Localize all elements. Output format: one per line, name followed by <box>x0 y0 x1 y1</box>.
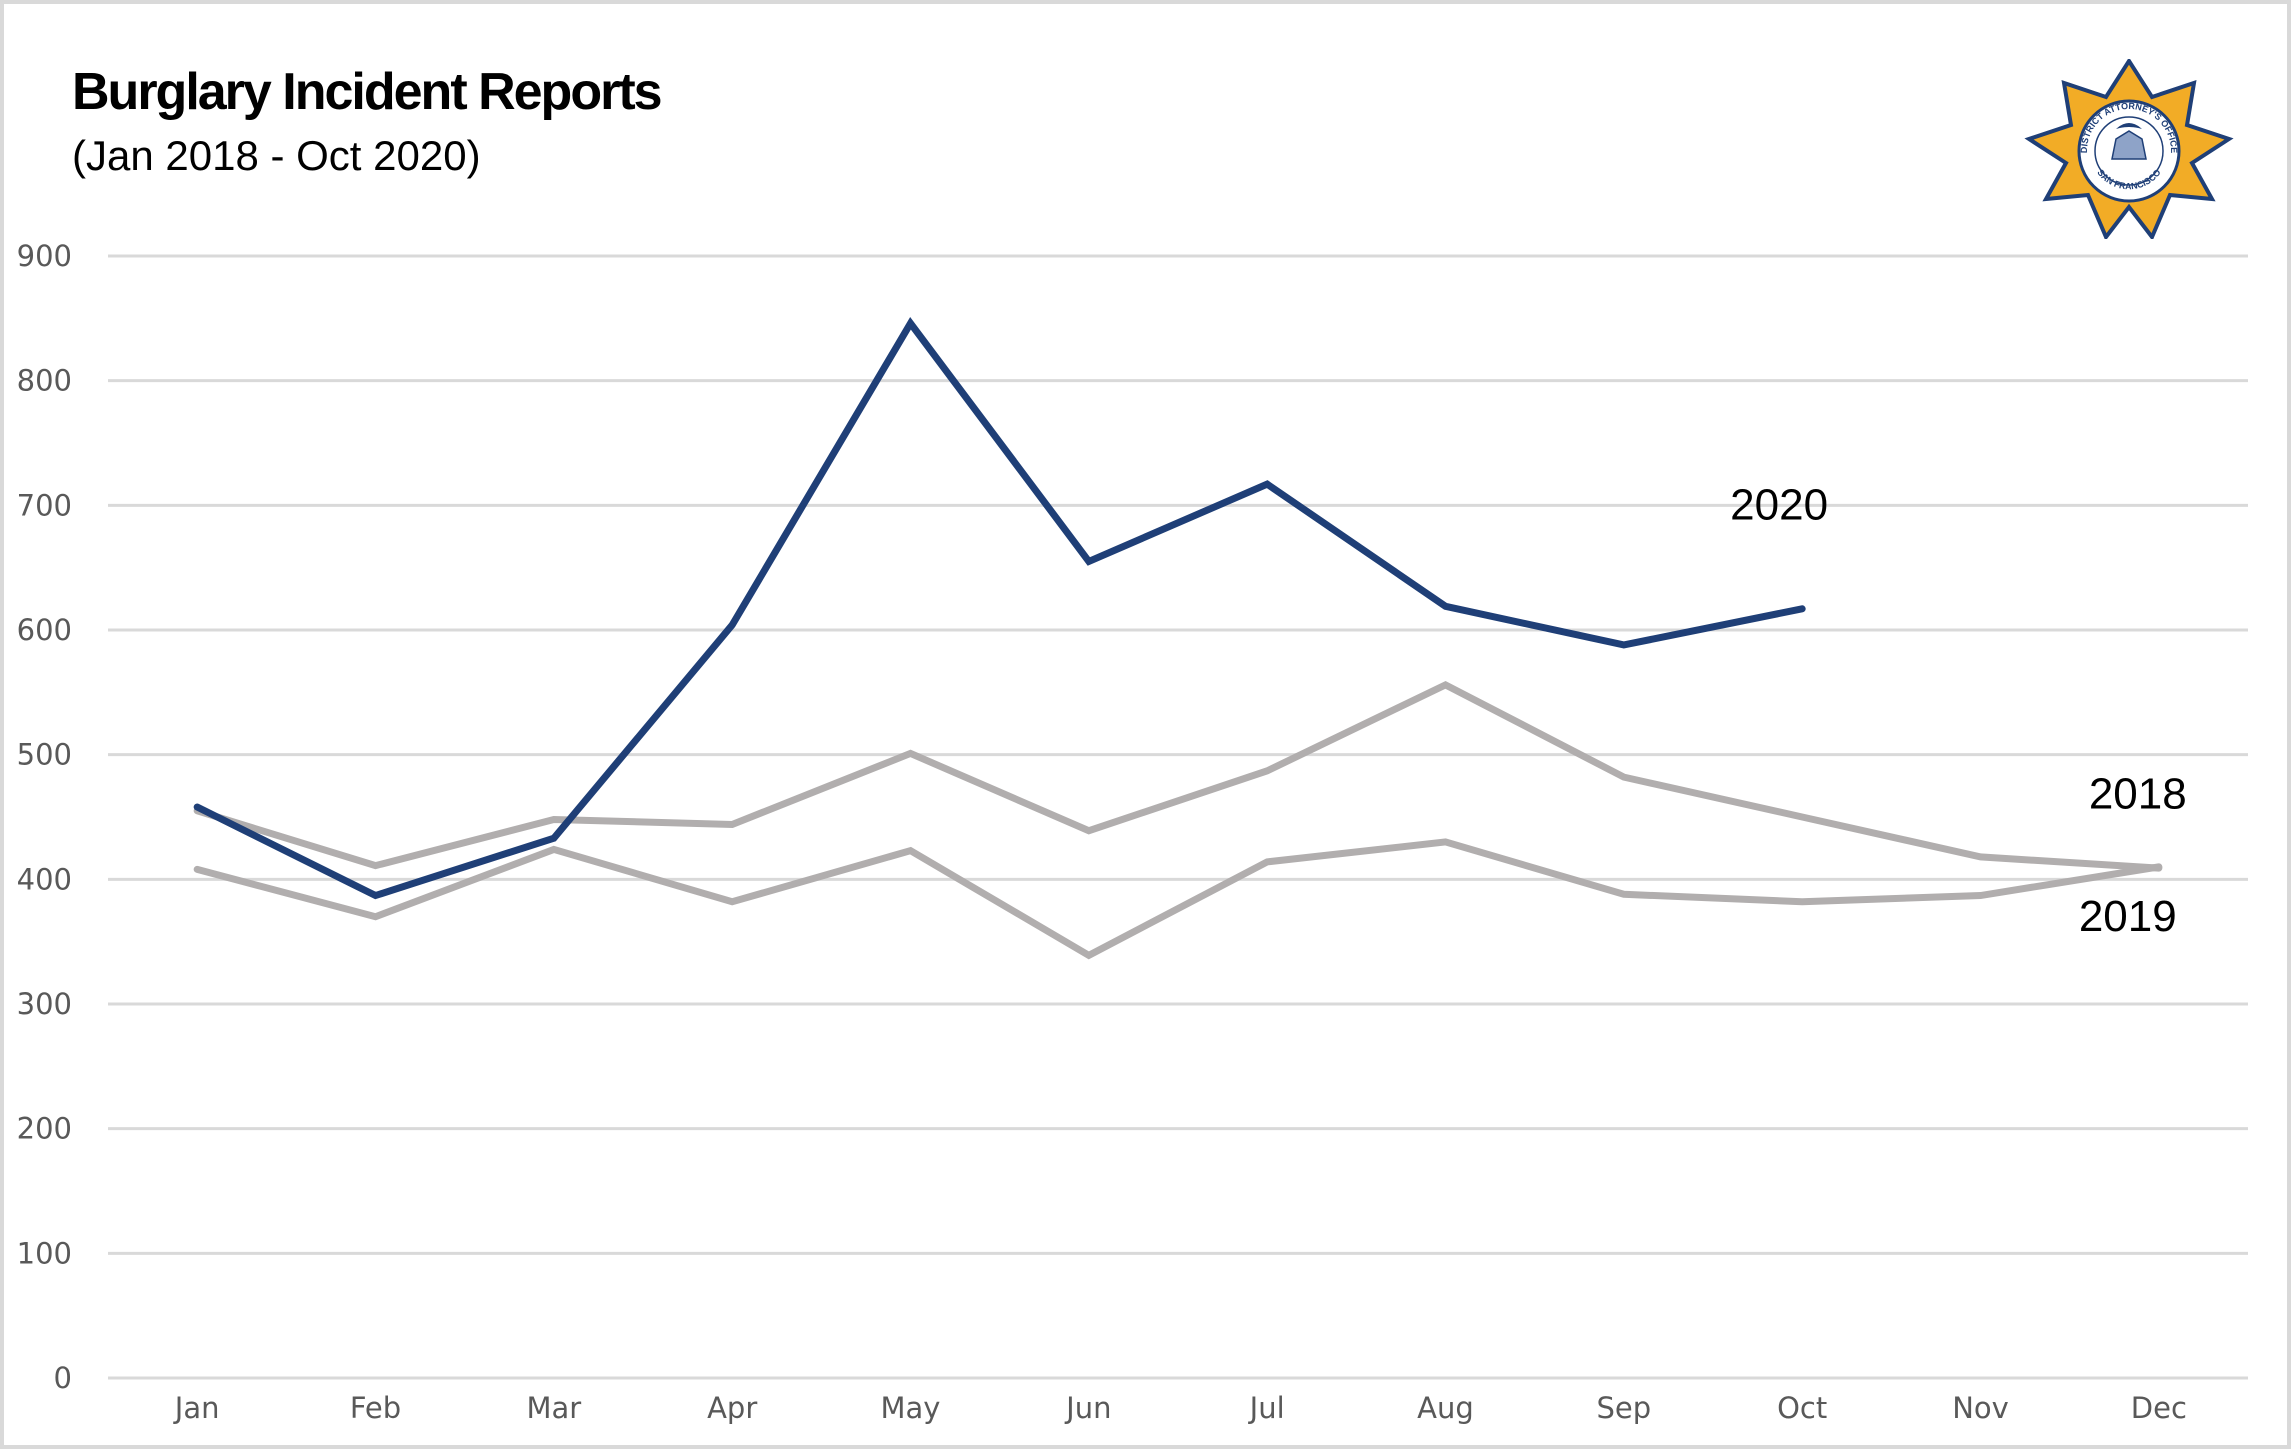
series-line-2020 <box>193 317 1806 900</box>
x-tick-label: Jun <box>1064 1391 1111 1425</box>
series-line-2019 <box>193 838 2163 960</box>
y-tick-label: 100 <box>17 1236 72 1270</box>
chart-subtitle: (Jan 2018 - Oct 2020) <box>72 132 481 179</box>
series-label-2018: 2018 <box>2089 770 2187 819</box>
seal-eagle-icon <box>2116 123 2142 129</box>
series-labels: 2018 2019 2020 <box>1730 480 2187 941</box>
x-tick-label: Jul <box>1248 1391 1285 1425</box>
series-line-2018 <box>193 680 2163 872</box>
y-tick-label: 600 <box>17 613 72 647</box>
gridlines <box>108 254 2248 1380</box>
y-tick-label: 900 <box>17 239 72 273</box>
y-tick-label: 500 <box>17 738 72 772</box>
y-tick-label: 200 <box>17 1112 72 1146</box>
y-axis-ticks: 0 100 200 300 400 500 600 700 800 900 <box>17 239 72 1395</box>
y-tick-label: 700 <box>17 488 72 522</box>
y-tick-label: 400 <box>17 862 72 896</box>
series-label-2020: 2020 <box>1730 480 1828 529</box>
x-tick-label: Feb <box>350 1391 401 1425</box>
x-tick-label: Apr <box>707 1391 757 1425</box>
chart-frame: Burglary Incident Reports (Jan 2018 - Oc… <box>4 4 2287 1445</box>
x-tick-label: Aug <box>1417 1391 1474 1425</box>
x-tick-label: Sep <box>1596 1391 1651 1425</box>
x-axis-ticks: Jan Feb Mar Apr May Jun Jul Aug Sep Oct Nov Dec <box>173 1391 2187 1425</box>
da-badge-logo: DISTRICT ATTORNEY'S OFFICE SAN FRANCISCO <box>2024 59 2234 239</box>
x-tick-label: May <box>881 1391 941 1425</box>
x-tick-label: Oct <box>1777 1391 1827 1425</box>
x-tick-label: Mar <box>526 1391 581 1425</box>
series-lines <box>193 317 2163 960</box>
y-tick-label: 0 <box>54 1361 72 1395</box>
x-tick-label: Nov <box>1952 1391 2009 1425</box>
y-tick-label: 800 <box>17 364 72 398</box>
chart-title: Burglary Incident Reports <box>72 63 663 121</box>
series-label-2019: 2019 <box>2079 892 2177 941</box>
seal-emblem-icon <box>2111 130 2147 160</box>
x-tick-label: Jan <box>173 1391 220 1425</box>
y-tick-label: 300 <box>17 987 72 1021</box>
x-tick-label: Dec <box>2131 1391 2187 1425</box>
